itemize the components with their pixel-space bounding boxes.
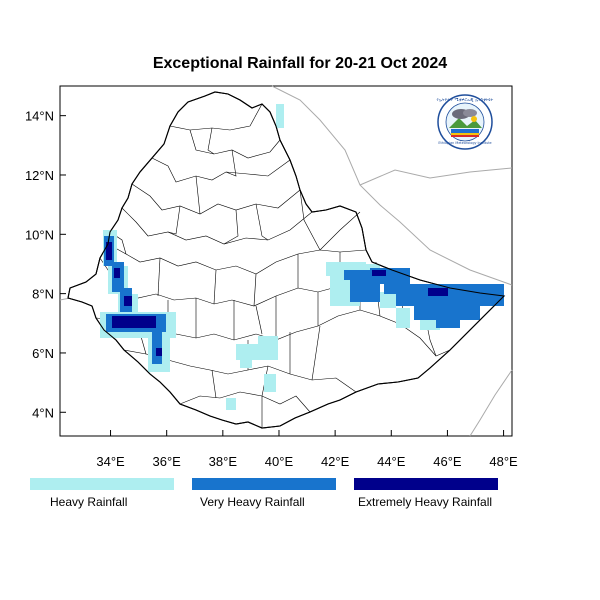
legend-label-heavy: Heavy Rainfall xyxy=(50,495,128,509)
x-axis: 34°E 36°E 38°E 40°E 42°E 44°E 46°E 48°E xyxy=(96,430,518,469)
y-tick-label: 4°N xyxy=(32,405,54,420)
x-tick-label: 46°E xyxy=(433,454,462,469)
plot-frame xyxy=(59,85,513,437)
legend-label-very-heavy: Very Heavy Rainfall xyxy=(200,495,305,509)
country-outline-overlay xyxy=(67,91,506,429)
legend-swatch-extremely-heavy xyxy=(354,478,498,490)
y-tick-label: 14°N xyxy=(25,109,54,124)
x-tick-label: 44°E xyxy=(377,454,406,469)
map-title: Exceptional Rainfall for 20-21 Oct 2024 xyxy=(152,55,448,72)
logo-text-top: የኢትዮጵያ ሜቲዎሮሎጂ ኢንስቲትዩት xyxy=(437,97,494,102)
legend-label-extremely-heavy: Extremely Heavy Rainfall xyxy=(358,495,493,509)
x-tick-label: 34°E xyxy=(96,454,125,469)
x-tick-label: 38°E xyxy=(209,454,238,469)
x-tick-label: 36°E xyxy=(153,454,182,469)
meteorology-institute-logo: የኢትዮጵያ ሜቲዎሮሎጂ ኢንስቲትዩት Ethiopian Meteorol… xyxy=(437,94,494,150)
y-tick-label: 12°N xyxy=(25,168,54,183)
x-tick-label: 42°E xyxy=(321,454,350,469)
y-axis: 4°N 6°N 8°N 10°N 12°N 14°N xyxy=(25,109,66,420)
y-tick-label: 6°N xyxy=(32,346,54,361)
logo-text-bottom: Ethiopian Meteorology Institute xyxy=(438,141,491,145)
x-tick-label: 40°E xyxy=(265,454,294,469)
neighbour-boundaries xyxy=(59,85,513,437)
y-tick-label: 8°N xyxy=(32,287,54,302)
x-tick-label: 48°E xyxy=(489,454,518,469)
legend-swatch-heavy xyxy=(30,478,174,490)
legend-swatch-very-heavy xyxy=(192,478,336,490)
y-tick-label: 10°N xyxy=(25,227,54,242)
extremely-heavy-rainfall-areas xyxy=(106,242,448,356)
